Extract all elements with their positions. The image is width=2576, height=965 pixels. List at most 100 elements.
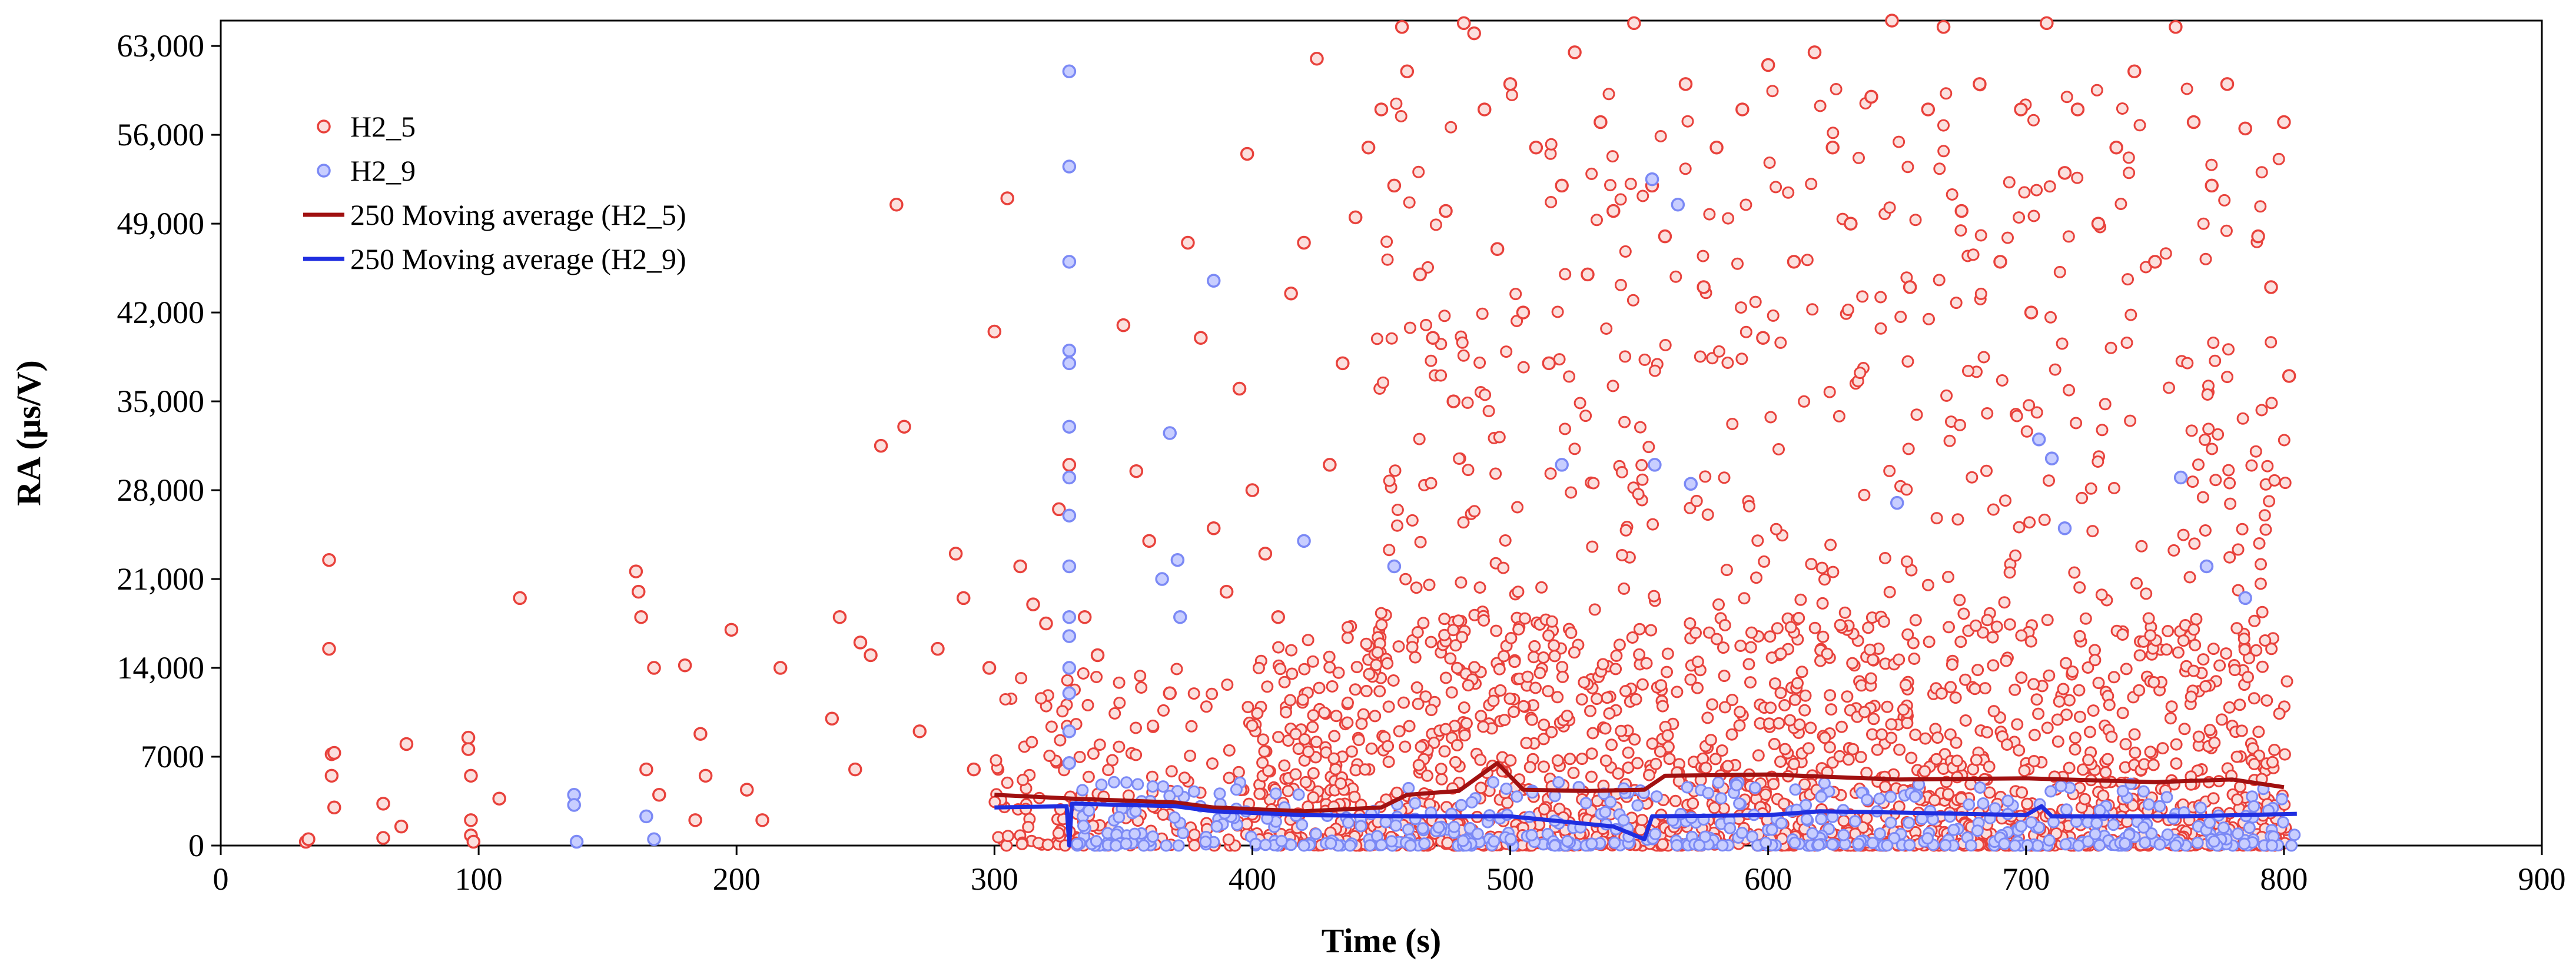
dense-dot — [1318, 706, 1331, 719]
dense-dot — [1821, 647, 1834, 660]
dense-dot — [1752, 749, 1765, 762]
dense-dot — [1275, 834, 1288, 847]
dense-dot — [2188, 537, 2201, 550]
dense-dot — [1052, 827, 1065, 840]
dense-dot — [1600, 322, 1613, 335]
dense-dot — [1342, 816, 1355, 829]
dense-dot — [1586, 540, 1599, 553]
dense-dot — [2250, 644, 2263, 657]
dense-dot — [1349, 683, 1362, 696]
dense-dot — [1636, 678, 1649, 691]
dense-dot — [1587, 477, 1600, 490]
dense-dot — [1770, 181, 1782, 194]
dense-dot — [1345, 745, 1358, 758]
dense-dot — [1297, 839, 1310, 852]
dense-dot — [1113, 676, 1126, 689]
dense-dot — [2231, 793, 2243, 806]
dense-dot — [1983, 786, 1996, 799]
dense-dot — [2095, 588, 2108, 601]
dense-dot — [2133, 119, 2146, 132]
h2-5-point — [1490, 242, 1505, 256]
dense-dot — [2114, 198, 2127, 210]
dense-dot — [2079, 793, 2092, 806]
dense-dot — [1632, 488, 1645, 501]
dense-dot — [1951, 513, 1964, 526]
dense-dot — [1222, 833, 1235, 846]
dense-dot — [1954, 418, 1966, 431]
dense-dot — [1907, 637, 1920, 650]
y-tick-label: 56,000 — [117, 117, 205, 152]
dense-dot — [1642, 441, 1655, 454]
dense-dot — [1726, 418, 1739, 430]
dense-dot — [2089, 644, 2101, 657]
dense-dot — [1853, 151, 1865, 164]
h2-5-point — [957, 591, 971, 605]
h2-5-point — [1446, 394, 1460, 408]
dense-dot — [1324, 837, 1337, 850]
dense-dot — [2020, 425, 2033, 438]
h2-5-point — [1232, 381, 1247, 396]
dense-dot — [1981, 407, 1994, 420]
dense-dot — [1691, 681, 1704, 694]
dense-dot — [1438, 310, 1451, 322]
dense-dot — [1285, 644, 1298, 657]
dense-dot — [2068, 566, 2081, 579]
dense-dot — [1341, 716, 1354, 729]
dense-dot — [1241, 701, 1254, 714]
dense-dot — [2256, 660, 2269, 673]
dense-dot — [1137, 839, 1150, 852]
h2-5-point — [2091, 217, 2106, 231]
dense-dot — [1971, 824, 1984, 837]
dense-dot — [1784, 621, 1797, 634]
dense-dot — [2236, 412, 2249, 425]
dense-dot — [1986, 631, 1999, 644]
x-tick-label: 400 — [1229, 861, 1276, 897]
h2-9-point — [1062, 356, 1077, 371]
h2-5-point — [464, 813, 478, 827]
dense-dot — [1715, 792, 1728, 805]
dense-dot — [2187, 623, 2200, 636]
dense-dot — [1624, 178, 1637, 190]
dense-dot — [2261, 460, 2274, 472]
dense-dot — [1603, 707, 1616, 720]
dense-dot — [2248, 758, 2260, 770]
dense-dot — [1733, 797, 1746, 810]
dense-dot — [1545, 138, 1558, 151]
dense-dot — [1613, 638, 1626, 651]
dense-dot — [1588, 603, 1601, 616]
h2-5-point — [1885, 14, 1899, 28]
dense-dot — [1425, 635, 1438, 648]
dense-dot — [1946, 658, 1958, 671]
dense-dot — [2207, 835, 2220, 848]
h2-5-point — [948, 547, 963, 561]
dense-dot — [1456, 631, 1469, 644]
h2-5-point — [461, 730, 476, 745]
h2-5-point — [982, 661, 997, 675]
dense-dot — [2172, 646, 2185, 659]
dense-dot — [1449, 756, 1462, 768]
dense-dot — [2203, 816, 2216, 829]
h2-5-point — [1529, 140, 1543, 155]
dense-dot — [1332, 666, 1345, 679]
dense-dot — [2009, 839, 2021, 852]
dense-dot — [1575, 693, 1588, 706]
dense-dot — [1638, 353, 1651, 366]
dense-dot — [2288, 828, 2301, 841]
h2-5-point — [848, 762, 862, 777]
h2-5-point — [394, 819, 409, 834]
dense-dot — [2030, 406, 2043, 419]
h2-5-point — [1219, 584, 1234, 599]
dense-dot — [1856, 290, 1869, 303]
dense-dot — [1439, 723, 1452, 736]
dense-dot — [1458, 729, 1471, 742]
dense-dot — [1969, 619, 1982, 632]
dense-dot — [1538, 760, 1550, 773]
h2-5-point — [1936, 20, 1951, 34]
dense-dot — [1381, 657, 1394, 670]
h2-5-point — [1039, 616, 1053, 631]
dense-dot — [2203, 724, 2216, 737]
dense-dot — [1609, 663, 1622, 676]
dense-dot — [1134, 670, 1147, 683]
dense-dot — [1415, 740, 1428, 753]
